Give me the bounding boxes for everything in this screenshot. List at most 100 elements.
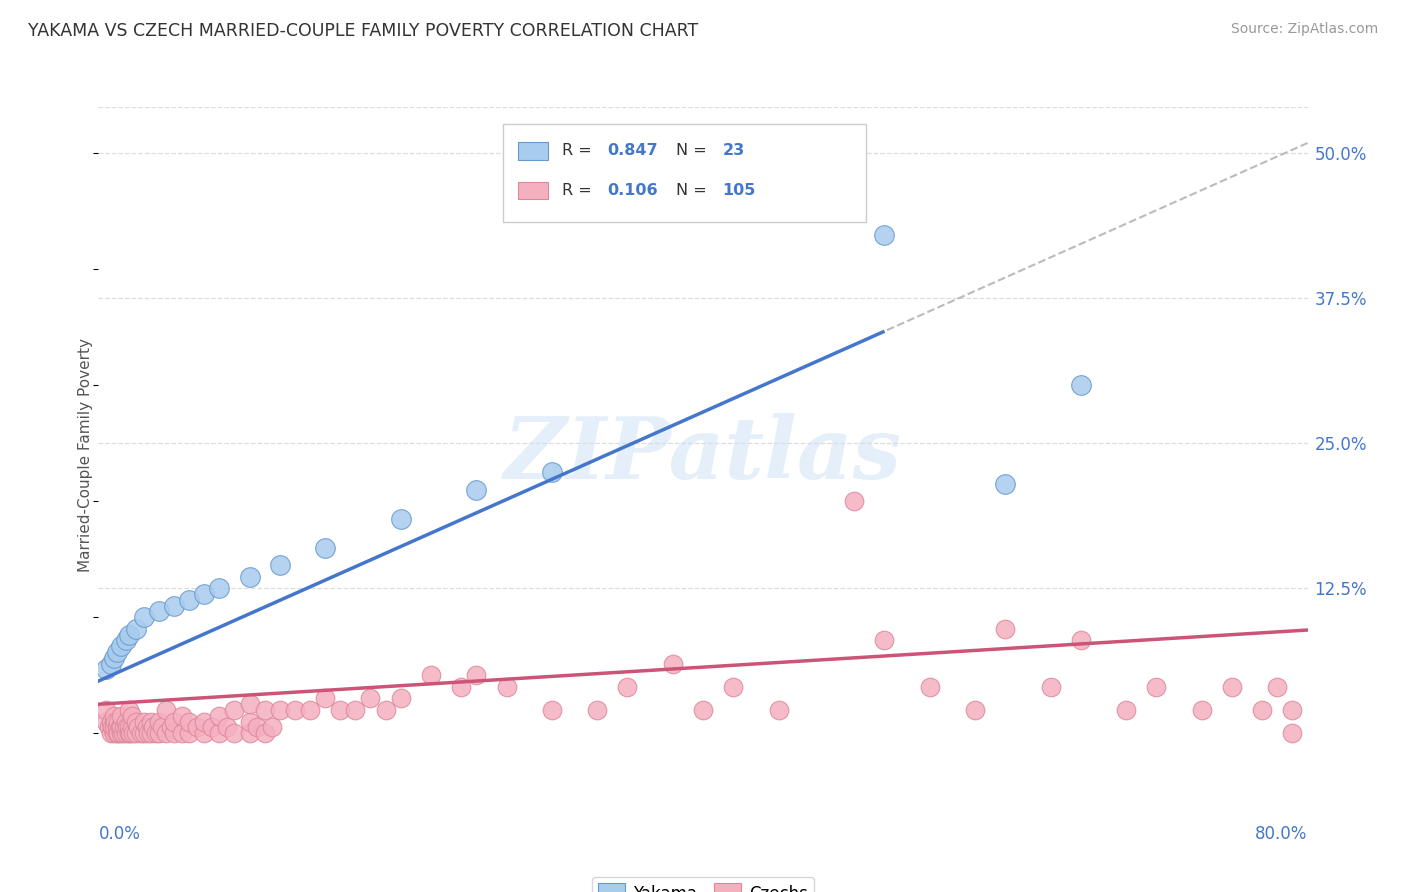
Point xyxy=(1115,703,1137,717)
Point xyxy=(179,592,201,607)
Point xyxy=(269,703,291,717)
Point xyxy=(108,721,131,735)
Point xyxy=(132,714,155,729)
Point xyxy=(314,691,336,706)
Point xyxy=(170,708,193,723)
Point xyxy=(1281,726,1303,740)
Point xyxy=(118,703,141,717)
Point xyxy=(110,726,132,740)
Point xyxy=(208,708,231,723)
Point xyxy=(193,587,215,601)
Text: N =: N = xyxy=(676,144,713,159)
Point xyxy=(125,726,148,740)
Point xyxy=(141,726,163,740)
Point xyxy=(100,714,122,729)
Text: 105: 105 xyxy=(723,183,755,198)
Point xyxy=(215,721,238,735)
Point xyxy=(179,726,201,740)
Point xyxy=(873,633,896,648)
Point xyxy=(1070,633,1092,648)
Point xyxy=(107,726,129,740)
Point xyxy=(103,708,125,723)
Point xyxy=(163,726,186,740)
Point xyxy=(844,494,866,508)
Point xyxy=(329,703,352,717)
Point xyxy=(224,703,246,717)
Point xyxy=(540,466,562,480)
Point xyxy=(208,726,231,740)
Point xyxy=(269,558,291,573)
Point xyxy=(253,726,276,740)
Point xyxy=(94,703,117,717)
Text: 0.847: 0.847 xyxy=(607,144,658,159)
Point xyxy=(201,721,224,735)
Point xyxy=(120,726,142,740)
Y-axis label: Married-Couple Family Poverty: Married-Couple Family Poverty xyxy=(77,338,93,572)
Point xyxy=(239,714,262,729)
Point xyxy=(110,721,132,735)
Point xyxy=(299,703,322,717)
Point xyxy=(253,703,276,717)
Point xyxy=(148,726,170,740)
Text: YAKAMA VS CZECH MARRIED-COUPLE FAMILY POVERTY CORRELATION CHART: YAKAMA VS CZECH MARRIED-COUPLE FAMILY PO… xyxy=(28,22,699,40)
Point xyxy=(142,721,165,735)
Point xyxy=(136,726,159,740)
Point xyxy=(150,721,173,735)
Point xyxy=(105,721,128,735)
Point xyxy=(389,511,412,525)
Point xyxy=(1070,378,1092,392)
Point xyxy=(132,726,155,740)
Point xyxy=(224,726,246,740)
Point xyxy=(918,680,941,694)
Point xyxy=(129,726,152,740)
Point xyxy=(246,721,269,735)
Point xyxy=(103,721,125,735)
Point xyxy=(160,721,183,735)
Point xyxy=(98,721,121,735)
Point xyxy=(1267,680,1289,694)
Point xyxy=(155,726,177,740)
Point xyxy=(314,541,336,555)
Point xyxy=(1191,703,1213,717)
Point xyxy=(239,698,262,712)
Point xyxy=(994,622,1017,636)
Point xyxy=(103,651,125,665)
Point xyxy=(105,726,128,740)
Text: 0.0%: 0.0% xyxy=(98,825,141,843)
Point xyxy=(110,639,132,653)
Point xyxy=(360,691,382,706)
Point xyxy=(112,721,135,735)
Point xyxy=(125,622,148,636)
Point xyxy=(141,714,163,729)
Point xyxy=(100,726,122,740)
Point xyxy=(163,714,186,729)
Point xyxy=(121,708,143,723)
Point xyxy=(186,721,208,735)
Point xyxy=(208,582,231,596)
Text: 23: 23 xyxy=(723,144,745,159)
FancyBboxPatch shape xyxy=(503,124,866,222)
Point xyxy=(768,703,790,717)
Text: N =: N = xyxy=(676,183,713,198)
Point xyxy=(389,691,412,706)
Point xyxy=(118,726,141,740)
Text: Source: ZipAtlas.com: Source: ZipAtlas.com xyxy=(1230,22,1378,37)
Point xyxy=(94,662,117,676)
Point xyxy=(107,714,129,729)
Point xyxy=(118,628,141,642)
Point xyxy=(1251,703,1274,717)
Point xyxy=(163,599,186,613)
Legend: Yakama, Czechs: Yakama, Czechs xyxy=(592,877,814,892)
Point xyxy=(692,703,714,717)
Point xyxy=(344,703,367,717)
Text: R =: R = xyxy=(561,183,596,198)
Point xyxy=(420,668,443,682)
Point xyxy=(262,721,284,735)
Point xyxy=(110,708,132,723)
Point xyxy=(127,721,149,735)
Point xyxy=(148,605,170,619)
Point xyxy=(179,714,201,729)
Point xyxy=(121,721,143,735)
Point xyxy=(114,726,136,740)
Point xyxy=(125,714,148,729)
